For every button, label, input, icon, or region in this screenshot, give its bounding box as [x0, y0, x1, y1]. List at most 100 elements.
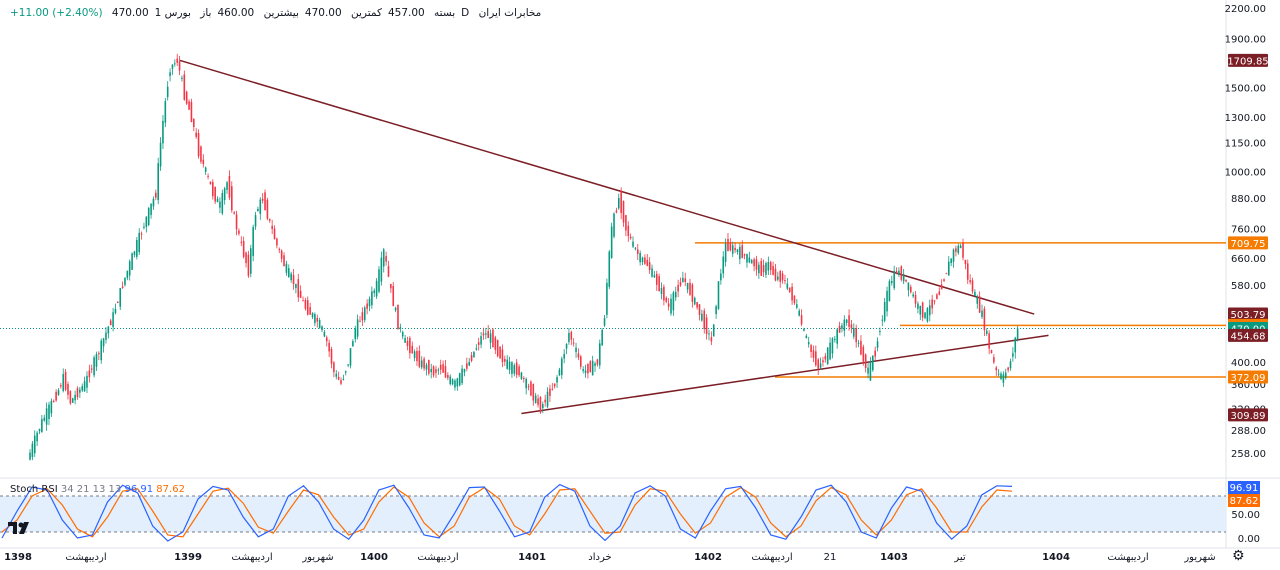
- candle: [333, 362, 335, 373]
- candle: [124, 277, 126, 285]
- candle: [373, 290, 376, 294]
- stoch-rsi-d-line: [1, 486, 1013, 538]
- candle: [921, 302, 924, 318]
- candle: [171, 64, 174, 69]
- exchange-name[interactable]: بورس: [164, 7, 191, 19]
- candle: [653, 275, 656, 278]
- candle: [959, 245, 962, 248]
- candle: [750, 260, 753, 264]
- candle: [693, 297, 696, 305]
- candle: [328, 342, 330, 352]
- candle: [299, 290, 302, 298]
- candle: [36, 432, 38, 442]
- candle: [1014, 337, 1017, 353]
- candle: [378, 269, 380, 292]
- rsi-tick-label: 50.00: [1231, 510, 1260, 521]
- candle: [112, 312, 114, 328]
- candle: [259, 199, 262, 214]
- candle: [314, 313, 316, 324]
- candle: [867, 367, 869, 374]
- candle: [530, 381, 532, 396]
- candle: [430, 368, 433, 373]
- candle: [784, 279, 786, 282]
- symbol-name[interactable]: مخابرات ایران: [478, 7, 542, 19]
- candle: [1007, 367, 1009, 371]
- interval[interactable]: 1D: [154, 7, 470, 19]
- candle: [202, 159, 205, 165]
- candle: [164, 101, 167, 123]
- price-tick-label: 1900.00: [1225, 34, 1266, 45]
- candle: [805, 335, 808, 339]
- candle: [114, 309, 117, 313]
- candle: [155, 192, 157, 198]
- candle: [456, 378, 459, 387]
- time-tick-label: تیر: [953, 552, 966, 563]
- candle: [145, 216, 148, 227]
- candle: [501, 349, 504, 363]
- candle: [606, 282, 608, 315]
- tradingview-logo-icon[interactable]: [8, 520, 32, 538]
- candle: [504, 358, 506, 362]
- price-label-bg: [1228, 53, 1268, 67]
- candle: [995, 367, 998, 371]
- candle: [76, 388, 79, 398]
- candle: [268, 218, 271, 221]
- candle: [629, 236, 632, 239]
- time-tick-label: 1398: [4, 552, 32, 563]
- candle: [385, 256, 387, 262]
- candle: [931, 299, 933, 309]
- candle: [817, 359, 820, 369]
- candle: [565, 343, 568, 349]
- candle: [420, 360, 423, 368]
- candle: [43, 417, 46, 421]
- candle: [207, 175, 209, 177]
- candle: [413, 351, 416, 359]
- candle: [691, 284, 694, 302]
- settings-gear-icon[interactable]: ⚙: [1232, 548, 1245, 564]
- grid: [0, 0, 1280, 549]
- candle: [610, 226, 613, 258]
- price-label-bg: [1228, 408, 1268, 422]
- candle: [584, 370, 587, 374]
- candle: [539, 397, 542, 413]
- candle: [1000, 373, 1002, 380]
- candle: [969, 280, 971, 283]
- indicator-header[interactable]: Stoch RSI 34 21 13 13 96.91 87.62: [10, 484, 185, 495]
- candle: [748, 257, 751, 263]
- price-tick-label: 1150.00: [1225, 139, 1266, 150]
- candle: [62, 374, 65, 391]
- candles: [29, 53, 1019, 461]
- candle: [69, 391, 72, 404]
- candle: [485, 333, 487, 335]
- open-value: 460.00: [217, 7, 255, 19]
- candle: [708, 333, 710, 335]
- candle: [860, 340, 862, 355]
- candle: [734, 247, 736, 251]
- candle: [746, 254, 748, 263]
- candle: [356, 319, 359, 337]
- candle: [793, 295, 796, 304]
- candle: [622, 201, 625, 223]
- candle: [409, 337, 411, 354]
- candle: [679, 282, 682, 286]
- candle: [938, 291, 941, 295]
- price-label: 454.68: [1231, 331, 1266, 342]
- candle: [779, 271, 782, 282]
- candle: [909, 286, 912, 293]
- candle: [976, 297, 979, 304]
- time-tick-label: اردیبهشت: [1107, 552, 1148, 563]
- candle: [933, 300, 936, 302]
- candle: [807, 342, 810, 345]
- candle: [442, 364, 444, 373]
- candle: [532, 383, 535, 401]
- candle: [696, 302, 698, 308]
- candle: [330, 348, 333, 364]
- candle: [670, 298, 672, 314]
- candle: [826, 347, 829, 364]
- candle: [451, 379, 454, 385]
- price-labels: 1709.85709.75503.79477.01470.00454.68372…: [1227, 53, 1269, 422]
- candle: [591, 360, 594, 376]
- candle: [760, 260, 763, 276]
